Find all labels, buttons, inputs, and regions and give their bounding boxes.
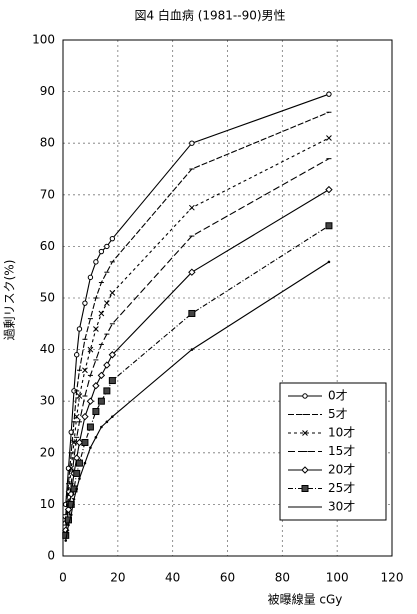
point	[108, 377, 116, 385]
point	[73, 469, 81, 477]
x-tick-label: 20	[110, 571, 125, 585]
point	[67, 523, 70, 527]
x-tick-label: 0	[59, 571, 67, 585]
point	[104, 300, 110, 307]
point	[86, 423, 94, 431]
point	[104, 243, 110, 250]
point	[75, 487, 79, 491]
y-tick-label: 40	[40, 342, 55, 356]
y-tick-label: 30	[40, 394, 55, 408]
point	[190, 348, 194, 351]
point	[109, 235, 116, 242]
point	[189, 140, 195, 146]
legend-label: 15才	[328, 444, 355, 458]
point	[325, 185, 333, 194]
x-tick-label: 60	[220, 571, 235, 585]
x-tick-label: 100	[326, 571, 349, 585]
point	[326, 91, 332, 97]
point	[93, 259, 99, 265]
point	[109, 289, 116, 296]
y-axis-label: 過剰リスク(%)	[3, 260, 17, 341]
point	[97, 397, 105, 405]
point	[64, 516, 72, 524]
point	[87, 274, 94, 281]
point	[81, 438, 89, 446]
legend-box	[279, 382, 387, 521]
y-tick-label: 100	[32, 33, 55, 47]
legend-marker	[302, 430, 308, 436]
plot-frame	[62, 39, 393, 557]
x-tick-label: 40	[165, 571, 180, 585]
point	[108, 351, 117, 359]
point	[75, 459, 83, 467]
legend-marker	[301, 466, 309, 474]
point	[188, 268, 196, 276]
series-line	[65, 111, 330, 515]
x-tick-label: 120	[381, 571, 404, 585]
y-tick-label: 20	[40, 445, 55, 459]
y-tick-label: 10	[40, 497, 55, 511]
legend-label: 25才	[328, 481, 355, 495]
y-tick-label: 60	[40, 239, 55, 253]
point	[94, 436, 98, 439]
point	[81, 412, 89, 421]
legend-label: 20才	[328, 463, 355, 477]
point	[67, 500, 75, 508]
point	[325, 222, 333, 230]
legend-label: 0才	[328, 389, 348, 403]
point	[111, 415, 114, 418]
point	[76, 326, 83, 332]
x-axis-label: 被曝線量 cGy	[268, 592, 343, 607]
point	[93, 326, 99, 332]
series-line	[65, 158, 330, 526]
point	[72, 497, 76, 501]
legend-label: 5才	[328, 407, 348, 421]
point	[89, 446, 92, 449]
legend-label: 30才	[328, 500, 355, 514]
point	[103, 387, 111, 395]
point	[105, 420, 109, 424]
point	[69, 513, 73, 517]
legend-label: 10才	[328, 426, 355, 440]
point	[73, 413, 80, 420]
x-tick-label: 80	[275, 571, 290, 585]
point	[97, 371, 106, 380]
legend-marker	[302, 393, 308, 399]
point	[78, 477, 81, 480]
point	[189, 204, 195, 211]
y-tick-label: 0	[47, 549, 55, 563]
point	[327, 260, 331, 264]
point	[98, 248, 105, 255]
chart-title: 図4 白血病 (1981--90)男性	[134, 8, 285, 23]
point	[92, 382, 100, 390]
point	[100, 425, 103, 429]
point	[188, 309, 196, 317]
y-tick-label: 90	[40, 84, 55, 98]
point	[83, 461, 87, 465]
point	[74, 352, 80, 358]
point	[82, 300, 88, 306]
point	[98, 310, 105, 317]
point	[92, 408, 100, 416]
point	[76, 393, 83, 399]
point	[86, 397, 95, 405]
point	[87, 346, 94, 353]
y-tick-label: 70	[40, 187, 55, 201]
point	[82, 367, 88, 374]
point	[326, 135, 332, 141]
legend-marker	[301, 485, 309, 492]
series-line	[65, 137, 330, 520]
point	[103, 361, 111, 369]
y-tick-label: 50	[40, 291, 55, 305]
point	[64, 539, 68, 542]
y-tick-label: 80	[40, 136, 55, 150]
